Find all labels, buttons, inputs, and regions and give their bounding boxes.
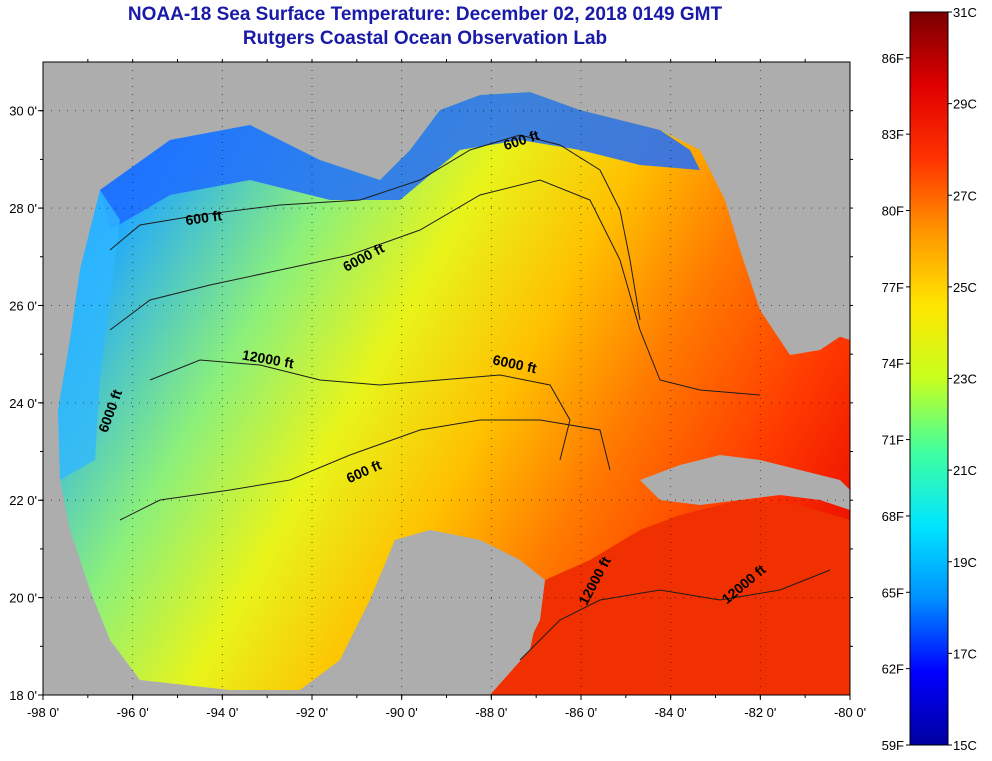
- western-shelf-cool-water: [58, 190, 120, 480]
- colorbar-fahrenheit-label: 77F: [882, 280, 904, 295]
- lon-tick-label: -98 0': [27, 705, 59, 720]
- lon-tick-label: -96 0': [117, 705, 149, 720]
- florida-peninsula: [700, 62, 850, 355]
- colorbar-fahrenheit-label: 62F: [882, 662, 904, 677]
- colorbar-labels: 31C 29C 27C 25C 23C 21C 19C 17C 15C 86F 83F 80F 77F 7…: [882, 5, 977, 753]
- colorbar-fahrenheit-label: 68F: [882, 509, 904, 524]
- colorbar-fahrenheit-label: 83F: [882, 127, 904, 142]
- colorbar-celsius-label: 21C: [953, 463, 977, 478]
- cuba-island: [640, 455, 850, 510]
- lon-tick-label: -84 0': [655, 705, 687, 720]
- lat-tick-label: 18 0': [9, 688, 37, 703]
- northern-shelf-cool-water: [100, 92, 700, 230]
- yucatan-peninsula: [300, 530, 545, 695]
- contour-600ft-campeche: [119, 419, 611, 521]
- colorbar-fahrenheit-label: 65F: [882, 585, 904, 600]
- lon-tick-label: -92 0': [296, 705, 328, 720]
- colorbar-celsius-label: 29C: [953, 97, 977, 112]
- colorbar-celsius-label: 27C: [953, 188, 977, 203]
- colorbar-celsius-label: 25C: [953, 280, 977, 295]
- contour-label: 600 ft: [184, 207, 223, 228]
- colorbar-celsius-label: 31C: [953, 5, 977, 20]
- lat-tick-label: 26 0': [9, 298, 37, 313]
- colorbar-fahrenheit-label: 74F: [882, 356, 904, 371]
- lon-tick-label: -82 0': [744, 705, 776, 720]
- colorbar-fahrenheit-label: 59F: [882, 738, 904, 753]
- colorbar-celsius-label: 17C: [953, 646, 977, 661]
- contour-caribbean: [519, 569, 831, 661]
- lon-tick-label: -80 0': [834, 705, 866, 720]
- lat-tick-label: 30 0': [9, 104, 37, 119]
- lon-tick-label: -88 0': [475, 705, 507, 720]
- lon-tick-label: -90 0': [386, 705, 418, 720]
- colorbar-fahrenheit-label: 71F: [882, 433, 904, 448]
- map-title: NOAA-18 Sea Surface Temperature: Decembe…: [127, 4, 723, 25]
- lat-tick-label: 20 0': [9, 591, 37, 606]
- contour-12000ft: [149, 359, 571, 461]
- colorbar-celsius-label: 19C: [953, 555, 977, 570]
- map-axes: 30 0' 28 0' 26 0' 24 0' 22 0' 20 0' 18 0' -98 0…: [9, 59, 866, 720]
- colorbar-fahrenheit-label: 86F: [882, 51, 904, 66]
- lat-tick-label: 24 0': [9, 396, 37, 411]
- lat-tick-label: 28 0': [9, 201, 37, 216]
- contour-6000ft: [109, 179, 761, 396]
- lat-tick-label: 22 0': [9, 493, 37, 508]
- contour-600ft-west: [109, 134, 641, 321]
- colorbar-fahrenheit-label: 80F: [882, 204, 904, 219]
- colorbar-celsius-label: 23C: [953, 372, 977, 387]
- graticule-grid: [43, 62, 850, 695]
- lon-tick-label: -94 0': [206, 705, 238, 720]
- colorbar-celsius-label: 15C: [953, 738, 977, 753]
- colorbar: [909, 11, 949, 746]
- lon-tick-label: -86 0': [565, 705, 597, 720]
- map-subtitle: Rutgers Coastal Ocean Observation Lab: [242, 28, 608, 49]
